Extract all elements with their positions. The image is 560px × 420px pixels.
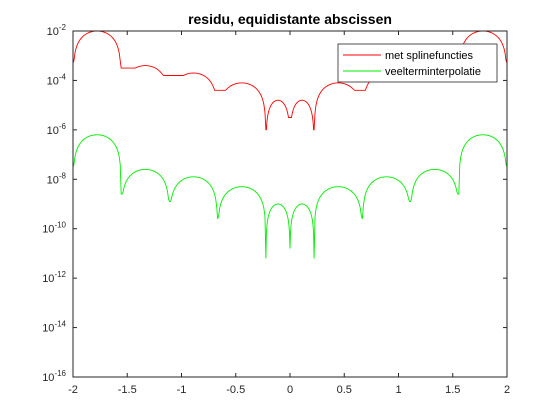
x-tick-label: 1.5 <box>445 384 460 396</box>
y-tick-label: 10-16 <box>42 369 66 384</box>
plot-axes-box <box>72 30 508 378</box>
y-tick-label: 10-8 <box>47 171 67 186</box>
chart-title: residu, equidistante abscissen <box>188 11 392 27</box>
x-tick-label: 1 <box>395 384 401 396</box>
legend: met splinefuncties veelterminterpolatie <box>337 43 498 83</box>
y-tick-label: 10-12 <box>42 270 66 285</box>
y-axis-ticks: 10-16 10-14 10-12 10-10 10-8 10-6 10-4 10-2 <box>42 23 507 384</box>
x-tick-label: 0.5 <box>337 384 352 396</box>
x-axis-ticks: -2 -1.5 -1 -0.5 0 0.5 1 1.5 2 <box>68 31 510 396</box>
y-tick-label: 10-4 <box>47 72 67 87</box>
x-tick-label: -2 <box>68 384 78 396</box>
x-tick-label: 2 <box>504 384 510 396</box>
series-line-1 <box>72 134 508 259</box>
legend-label-spline: met splinefuncties <box>385 50 474 62</box>
legend-box <box>337 43 498 83</box>
y-tick-label: 10-14 <box>42 320 66 335</box>
y-tick-label: 10-2 <box>47 23 67 38</box>
plot-background <box>73 31 507 377</box>
x-tick-label: -0.5 <box>226 384 245 396</box>
x-tick-label: 0 <box>287 384 293 396</box>
y-tick-label: 10-10 <box>42 221 66 236</box>
x-tick-label: -1 <box>177 384 187 396</box>
legend-label-polynomial: veelterminterpolatie <box>385 66 481 78</box>
x-tick-label: -1.5 <box>118 384 137 396</box>
y-tick-label: 10-6 <box>47 122 67 137</box>
